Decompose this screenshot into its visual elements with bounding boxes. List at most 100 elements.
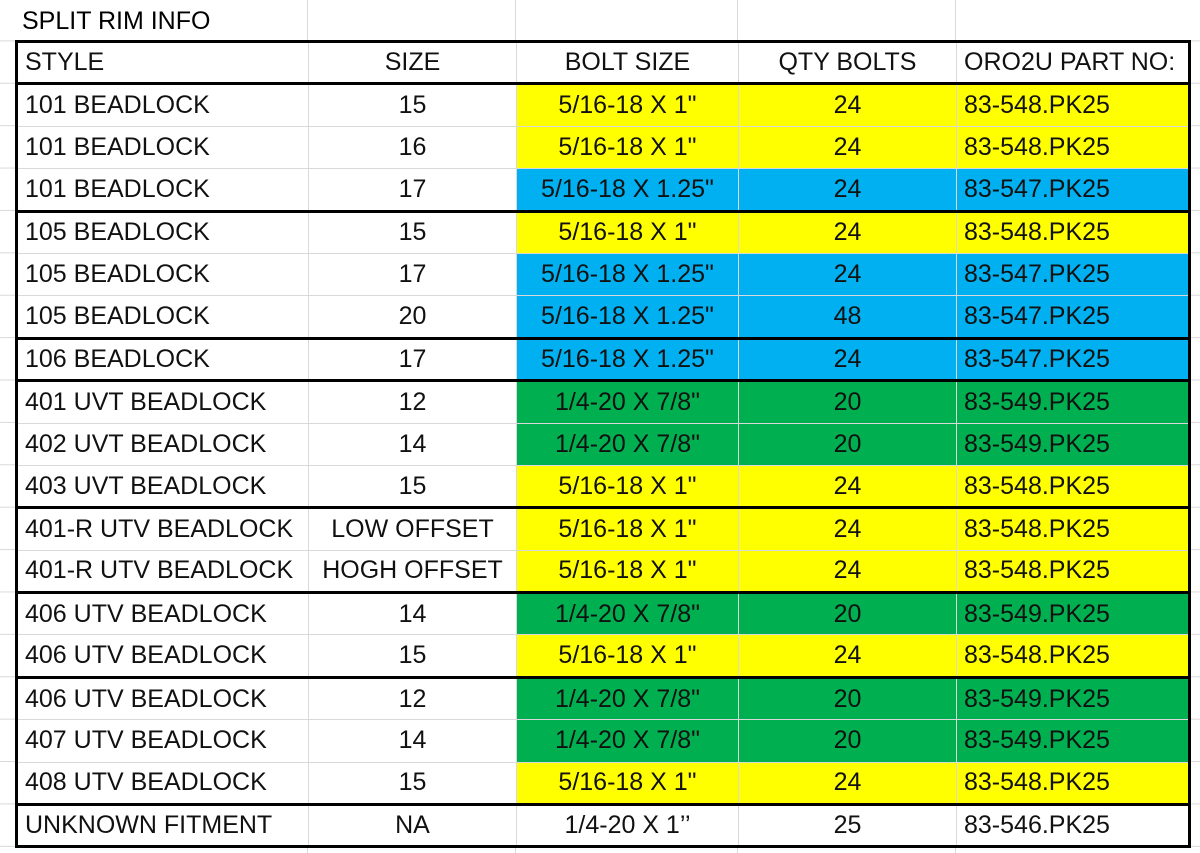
cell[interactable]: 406 UTV BEADLOCK	[16, 675, 309, 720]
cell[interactable]: 83-549.PK25	[956, 675, 1190, 720]
cell[interactable]: 5/16-18 X 1"	[516, 549, 739, 593]
cell[interactable]: QTY BOLTS	[738, 40, 957, 84]
cell[interactable]: 1/4-20 X 1’’	[516, 803, 739, 847]
cell[interactable]: 15	[308, 209, 517, 254]
cell[interactable]: 83-548.PK25	[956, 125, 1190, 169]
cell[interactable]: 5/16-18 X 1.25"	[516, 168, 739, 212]
cell[interactable]: HOGH OFFSET	[308, 549, 517, 593]
cell[interactable]: NA	[308, 803, 517, 847]
cell[interactable]: 105 BEADLOCK	[16, 209, 309, 254]
cell[interactable]: 83-549.PK25	[956, 591, 1190, 635]
cell[interactable]: 15	[308, 761, 517, 805]
cell[interactable]: 24	[738, 125, 957, 169]
cell[interactable]: 15	[308, 82, 517, 127]
cell[interactable]: SIZE	[308, 40, 517, 84]
cell[interactable]: 24	[738, 252, 957, 296]
cell[interactable]: 5/16-18 X 1"	[516, 761, 739, 805]
cell[interactable]: STYLE	[16, 40, 309, 84]
cell[interactable]: 402 UVT BEADLOCK	[16, 422, 309, 466]
cell[interactable]: 101 BEADLOCK	[16, 125, 309, 169]
cell[interactable]: 83-546.PK25	[956, 803, 1190, 847]
cell[interactable]: 15	[308, 634, 517, 678]
cell[interactable]: 25	[738, 803, 957, 847]
cell[interactable]: 14	[308, 422, 517, 466]
cell[interactable]: 20	[738, 379, 957, 424]
cell[interactable]: 24	[738, 506, 957, 551]
cell[interactable]: 15	[308, 464, 517, 508]
cell[interactable]: 12	[308, 675, 517, 720]
cell[interactable]: 24	[738, 209, 957, 254]
cell[interactable]: 401 UVT BEADLOCK	[16, 379, 309, 424]
cell[interactable]: 83-548.PK25	[956, 549, 1190, 593]
cell[interactable]: 83-549.PK25	[956, 719, 1190, 763]
cell[interactable]: 105 BEADLOCK	[16, 295, 309, 339]
cell[interactable]: 83-548.PK25	[956, 761, 1190, 805]
cell[interactable]: 14	[308, 719, 517, 763]
cell[interactable]: 48	[738, 295, 957, 339]
cell[interactable]: 17	[308, 252, 517, 296]
cell[interactable]: 17	[308, 168, 517, 212]
cell[interactable]: 20	[738, 719, 957, 763]
cell[interactable]: 83-548.PK25	[956, 464, 1190, 508]
sheet-title[interactable]: SPLIT RIM INFO	[22, 2, 215, 40]
cell[interactable]: 401-R UTV BEADLOCK	[16, 506, 309, 551]
cell[interactable]: 1/4-20 X 7/8"	[516, 719, 739, 763]
cell[interactable]: 5/16-18 X 1.25"	[516, 252, 739, 296]
cell[interactable]: 20	[308, 295, 517, 339]
cell[interactable]: 83-547.PK25	[956, 252, 1190, 296]
cell[interactable]: 5/16-18 X 1.25"	[516, 295, 739, 339]
cell[interactable]: 5/16-18 X 1"	[516, 506, 739, 551]
cell[interactable]: UNKNOWN FITMENT	[16, 803, 309, 847]
cell[interactable]: 401-R UTV BEADLOCK	[16, 549, 309, 593]
cell[interactable]: 406 UTV BEADLOCK	[16, 591, 309, 635]
cell[interactable]: 106 BEADLOCK	[16, 336, 309, 381]
cell[interactable]: 5/16-18 X 1"	[516, 209, 739, 254]
cell[interactable]: 1/4-20 X 7/8"	[516, 379, 739, 424]
cell[interactable]: LOW OFFSET	[308, 506, 517, 551]
cell[interactable]: 24	[738, 336, 957, 381]
cell[interactable]: 5/16-18 X 1"	[516, 125, 739, 169]
table-row: 408 UTV BEADLOCK 15 5/16-18 X 1" 24 83-548.P…	[16, 761, 1190, 805]
cell[interactable]: 5/16-18 X 1"	[516, 464, 739, 508]
cell[interactable]: 24	[738, 464, 957, 508]
cell[interactable]: 24	[738, 761, 957, 805]
cell[interactable]: ORO2U PART NO:	[956, 40, 1190, 84]
cell[interactable]: 24	[738, 168, 957, 212]
cell[interactable]: 5/16-18 X 1.25"	[516, 336, 739, 381]
cell[interactable]: 1/4-20 X 7/8"	[516, 675, 739, 720]
cell[interactable]: 83-549.PK25	[956, 379, 1190, 424]
cell[interactable]: 407 UTV BEADLOCK	[16, 719, 309, 763]
cell[interactable]: 105 BEADLOCK	[16, 252, 309, 296]
cell[interactable]: 24	[738, 82, 957, 127]
cell[interactable]: 83-547.PK25	[956, 295, 1190, 339]
cell[interactable]: 83-547.PK25	[956, 168, 1190, 212]
cell[interactable]: 83-548.PK25	[956, 209, 1190, 254]
cell[interactable]: 101 BEADLOCK	[16, 82, 309, 127]
cell[interactable]: 83-548.PK25	[956, 506, 1190, 551]
cell[interactable]: 20	[738, 422, 957, 466]
cell[interactable]: 5/16-18 X 1"	[516, 82, 739, 127]
cell[interactable]: 83-548.PK25	[956, 82, 1190, 127]
cell[interactable]: 16	[308, 125, 517, 169]
cell[interactable]: 17	[308, 336, 517, 381]
cell[interactable]: 14	[308, 591, 517, 635]
cell[interactable]: 20	[738, 591, 957, 635]
table-row: 105 BEADLOCK 17 5/16-18 X 1.25" 24 83-547.PK…	[16, 252, 1190, 296]
cell[interactable]: 12	[308, 379, 517, 424]
cell[interactable]: 20	[738, 675, 957, 720]
cell[interactable]: 83-547.PK25	[956, 336, 1190, 381]
rim-table: STYLE SIZE BOLT SIZE QTY BOLTS ORO2U PART NO…	[15, 40, 1191, 849]
cell[interactable]: 1/4-20 X 7/8"	[516, 422, 739, 466]
cell[interactable]: 406 UTV BEADLOCK	[16, 634, 309, 678]
cell[interactable]: 24	[738, 634, 957, 678]
cell[interactable]: 83-549.PK25	[956, 422, 1190, 466]
cell[interactable]: 24	[738, 549, 957, 593]
cell[interactable]: 1/4-20 X 7/8"	[516, 591, 739, 635]
cell[interactable]: 83-548.PK25	[956, 634, 1190, 678]
cell[interactable]: 101 BEADLOCK	[16, 168, 309, 212]
cell[interactable]: 403 UVT BEADLOCK	[16, 464, 309, 508]
cell[interactable]: BOLT SIZE	[516, 40, 739, 84]
cell[interactable]: 408 UTV BEADLOCK	[16, 761, 309, 805]
cell[interactable]: 5/16-18 X 1"	[516, 634, 739, 678]
